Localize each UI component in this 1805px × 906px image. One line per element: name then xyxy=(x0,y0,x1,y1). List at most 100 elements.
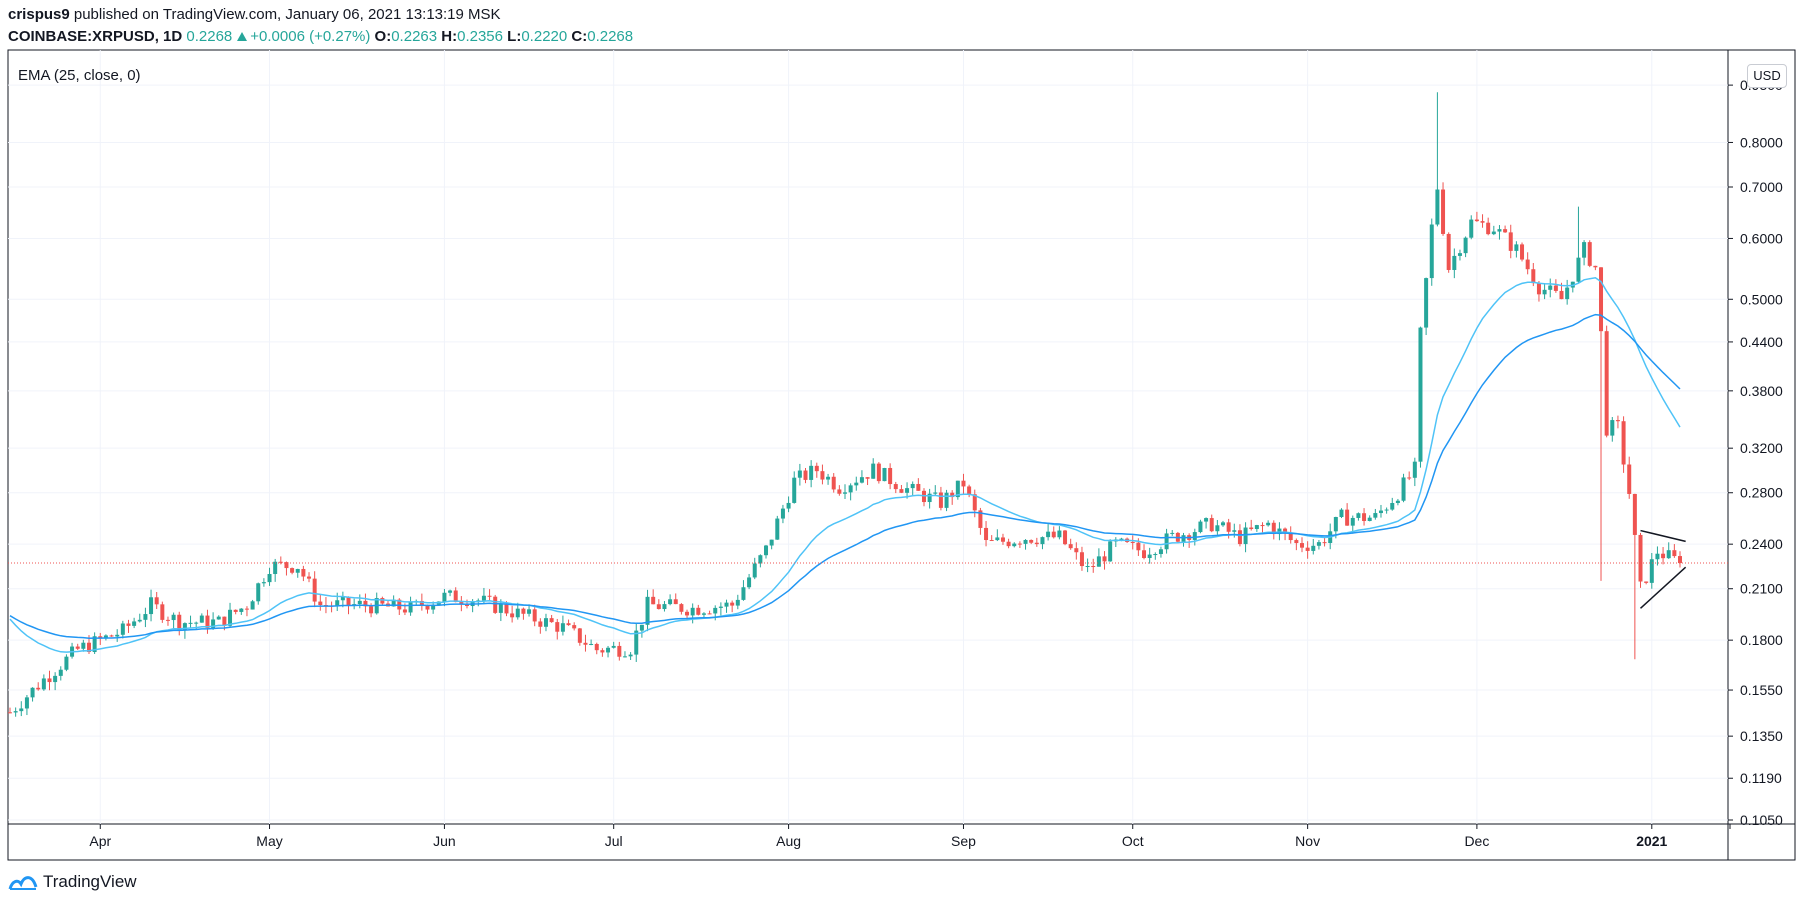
symbol-header: COINBASE:XRPUSD, 1D 0.2268 +0.0006 (+0.27… xyxy=(8,28,634,45)
candle-body xyxy=(1401,477,1406,501)
candle-body xyxy=(402,609,407,613)
candle-body xyxy=(1593,265,1598,268)
candle-body xyxy=(876,463,881,482)
candle-body xyxy=(859,477,864,483)
tradingview-brand[interactable]: TradingView xyxy=(8,872,137,892)
candle-body xyxy=(1463,237,1468,254)
candle-body xyxy=(735,599,740,606)
candle-body xyxy=(261,582,266,584)
candle-body xyxy=(611,645,616,648)
candle-body xyxy=(566,623,571,626)
candle-body xyxy=(1164,533,1169,550)
candle-body xyxy=(984,527,989,541)
candle-body xyxy=(764,545,769,556)
candle-body xyxy=(1221,522,1226,526)
publish-text: published on TradingView.com, January 06… xyxy=(69,6,501,23)
brand-name: TradingView xyxy=(43,872,137,891)
candle-body xyxy=(1249,527,1254,530)
candle-body xyxy=(504,604,509,614)
candle-body xyxy=(1384,509,1389,511)
candle-body xyxy=(1102,556,1107,562)
candle-body xyxy=(933,492,938,494)
candle-body xyxy=(363,600,368,607)
candle-body xyxy=(1474,219,1479,222)
candle-body xyxy=(1063,530,1068,545)
candle-body xyxy=(92,636,97,653)
candle-body xyxy=(724,602,729,607)
candle-body xyxy=(109,635,114,637)
candle-body xyxy=(391,599,396,607)
candle-body xyxy=(132,621,137,626)
candle-body xyxy=(1356,513,1361,518)
candle-body xyxy=(498,604,503,613)
candle-body xyxy=(1198,521,1203,533)
candle-body xyxy=(493,596,498,613)
open-value: 0.2263 xyxy=(391,28,438,45)
y-tick-label: 0.3200 xyxy=(1740,440,1783,456)
candle-body xyxy=(487,595,492,597)
candle-body xyxy=(572,625,577,629)
candle-body xyxy=(532,609,537,622)
chart-frame xyxy=(7,49,1796,861)
candle-body xyxy=(1655,553,1660,560)
candle-body xyxy=(41,678,46,690)
candle-body xyxy=(1378,510,1383,514)
candle-body xyxy=(1299,543,1304,548)
candle-body xyxy=(1136,542,1141,551)
candle-body xyxy=(1051,531,1056,538)
indicator-legend[interactable]: EMA (25, close, 0) xyxy=(18,67,141,84)
candle-body xyxy=(594,643,599,651)
candle-body xyxy=(188,622,193,624)
candle-body xyxy=(137,619,142,622)
symbol-name[interactable]: COINBASE:XRPUSD xyxy=(8,28,155,45)
candle-body xyxy=(1181,535,1186,542)
candle-body xyxy=(515,608,520,618)
high-value: 0.2356 xyxy=(457,28,503,45)
interval[interactable]: 1D xyxy=(163,28,183,45)
candle-body xyxy=(143,614,148,620)
candle-body xyxy=(882,467,887,482)
currency-button[interactable]: USD xyxy=(1747,64,1787,88)
candle-body xyxy=(797,470,802,478)
candle-body xyxy=(803,470,808,480)
candle-body xyxy=(408,601,413,613)
candle-body xyxy=(521,608,526,614)
candle-body xyxy=(747,577,752,588)
candle-body xyxy=(1283,528,1288,533)
low-label: L: xyxy=(507,28,522,45)
author-name[interactable]: crispus9 xyxy=(8,6,70,23)
up-arrow-icon xyxy=(237,32,248,41)
candle-body xyxy=(685,611,690,616)
candle-body xyxy=(1096,556,1101,567)
candle-body xyxy=(1514,244,1519,251)
y-tick-label: 0.1050 xyxy=(1740,812,1783,828)
candle-body xyxy=(154,597,159,605)
candle-body xyxy=(1243,527,1248,545)
candle-body xyxy=(1542,289,1547,295)
x-tick-label: Aug xyxy=(776,833,801,849)
candle-body xyxy=(1644,581,1649,583)
candle-body xyxy=(1621,421,1626,465)
y-tick-label: 0.1350 xyxy=(1740,728,1783,744)
candle-body xyxy=(1345,509,1350,526)
candle-body xyxy=(560,623,565,632)
candle-body xyxy=(369,606,374,614)
candle-body xyxy=(1006,541,1011,547)
candle-body xyxy=(1457,253,1462,256)
x-tick-label: Nov xyxy=(1295,833,1320,849)
candle-body xyxy=(1576,257,1581,282)
candle-body xyxy=(820,471,825,480)
candle-body xyxy=(1536,283,1541,295)
y-tick-label: 0.2100 xyxy=(1740,581,1783,597)
candle-body xyxy=(893,484,898,490)
candle-body xyxy=(758,555,763,564)
candle-body xyxy=(1452,255,1457,270)
candle-body xyxy=(967,486,972,495)
candle-body xyxy=(1565,287,1570,300)
y-tick-label: 0.8000 xyxy=(1740,134,1783,150)
candle-body xyxy=(205,615,210,628)
candle-body xyxy=(1632,493,1637,535)
candle-body xyxy=(36,687,41,690)
candle-body xyxy=(1480,221,1485,223)
